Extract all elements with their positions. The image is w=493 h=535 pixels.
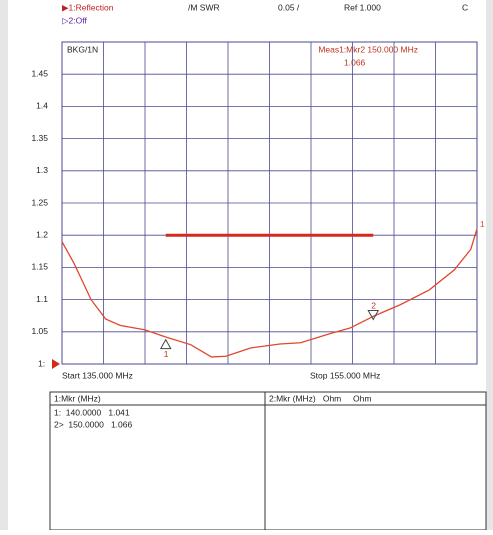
display xyxy=(8,0,486,530)
table-row: 1: 140.0000 1.041 xyxy=(54,407,130,417)
y-tick-label: 1.15 xyxy=(31,262,48,272)
y-tick-label: 1.25 xyxy=(31,197,48,207)
y-tick-label: 1.35 xyxy=(31,133,48,143)
y-tick-label: 1.4 xyxy=(36,101,48,111)
y-tick-label: 1.1 xyxy=(36,294,48,304)
trace-label: 1 xyxy=(480,219,485,229)
trace2-label: ▷2:Off xyxy=(62,15,87,25)
trace xyxy=(61,228,478,358)
table-row: 2> 150.0000 1.066 xyxy=(54,419,132,429)
ref-label: Ref 1.000 xyxy=(344,2,381,12)
table-header: 2:Mkr (MHz) Ohm Ohm xyxy=(269,393,371,403)
stop-label: Stop 155.000 MHz xyxy=(310,370,380,380)
marker-label: 2 xyxy=(371,301,376,311)
bkg-label: BKG/1N xyxy=(67,44,98,54)
trace1-label: ▶1:Reflection xyxy=(62,2,114,12)
y-tick-label: 1: xyxy=(38,358,45,368)
start-label: Start 135.000 MHz xyxy=(62,370,133,380)
y-tick-label: 1.3 xyxy=(36,165,48,175)
format-label: /M SWR xyxy=(188,2,220,12)
table-header: 1:Mkr (MHz) xyxy=(54,393,101,403)
y-tick-label: 1.2 xyxy=(36,229,48,239)
marker xyxy=(159,338,172,350)
channel-label: C xyxy=(462,2,468,12)
marker xyxy=(367,309,380,321)
marker-label: 1 xyxy=(164,349,169,359)
y-tick-label: 1.05 xyxy=(31,326,48,336)
ref-arrow xyxy=(52,359,60,369)
y-tick-label: 1.45 xyxy=(31,68,48,78)
scale-label: 0.05 / xyxy=(278,2,300,12)
meas-value: 1.066 xyxy=(344,57,366,67)
meas-label: Meas1:Mkr2 150.000 MHz xyxy=(318,44,418,54)
